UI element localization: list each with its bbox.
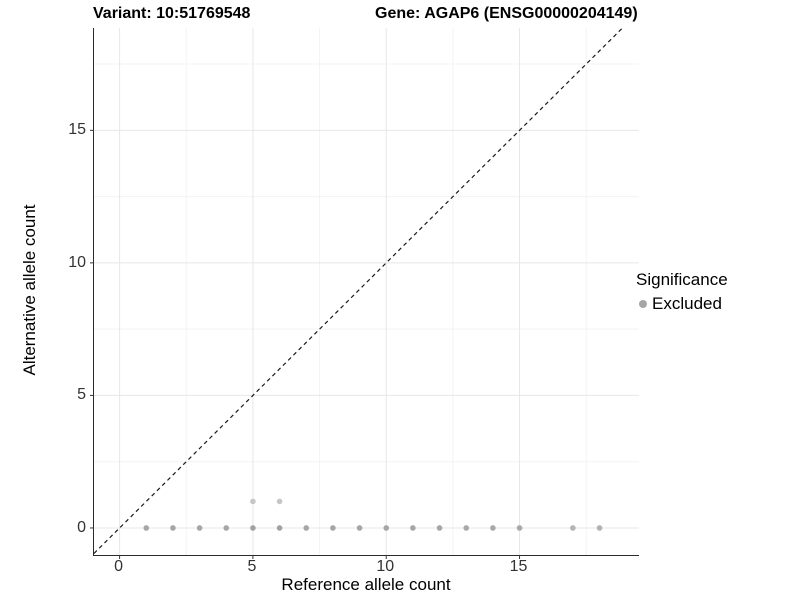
x-tick-label: 10 (376, 558, 395, 575)
data-point (463, 525, 470, 531)
data-point (356, 525, 363, 531)
data-point (196, 525, 203, 531)
x-tick-label: 5 (247, 558, 257, 575)
data-point (596, 525, 603, 531)
legend-item-label: Excluded (652, 294, 722, 313)
data-point (170, 525, 176, 531)
legend-item-excluded: Excluded (636, 294, 728, 314)
data-point (330, 525, 336, 531)
data-point (250, 525, 256, 531)
data-point (250, 498, 256, 505)
legend-key-dot-icon (639, 300, 647, 308)
identity-dashed-line (93, 27, 623, 554)
data-point (383, 525, 390, 531)
y-tick-label: 15 (68, 121, 86, 139)
legend-title: Significance (636, 270, 728, 289)
plot-panel (90, 27, 639, 559)
x-tick-label: 15 (509, 558, 528, 575)
plot-title-variant: Variant: 10:51769548 (93, 5, 251, 22)
data-point (436, 525, 443, 531)
data-point (143, 525, 150, 531)
y-axis-title: Alternative allele count (20, 204, 39, 376)
plot-canvas (90, 27, 639, 559)
data-point (516, 525, 523, 531)
plot-title-gene: Gene: AGAP6 (ENSG00000204149) (375, 5, 638, 22)
data-point (490, 525, 496, 531)
x-axis-title: Reference allele count (281, 575, 451, 594)
legend: Significance Excluded (636, 270, 728, 314)
data-point (276, 525, 283, 531)
y-tick-label: 0 (77, 518, 86, 536)
data-point (223, 525, 230, 531)
data-point (276, 498, 283, 505)
data-point (410, 525, 416, 531)
data-point (303, 525, 310, 531)
y-tick-label: 10 (68, 253, 86, 271)
data-point (570, 525, 576, 531)
y-tick-label: 5 (77, 386, 86, 404)
x-tick-label: 0 (114, 558, 124, 575)
